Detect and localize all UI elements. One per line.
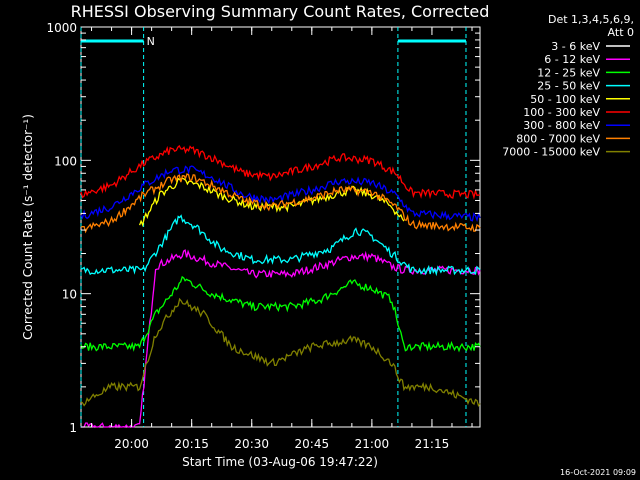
series-line-8 — [80, 173, 481, 234]
series-line-9 — [80, 297, 481, 408]
render-timestamp: 16-Oct-2021 09:09 — [560, 468, 636, 477]
y-tick-label: 100 — [54, 154, 77, 168]
x-tick-label: 20:15 — [174, 437, 209, 451]
series-line-6 — [80, 144, 481, 200]
legend-header-line-1: Det 1,3,4,5,6,9, — [548, 13, 634, 26]
series-line-1 — [141, 295, 389, 368]
axes: 20:00 20:15 20:30 20:45 21:00 21:15 1 10 100 1000 — [46, 21, 480, 451]
legend-label: 100 - 300 keV — [523, 106, 600, 119]
legend-label: 300 - 800 keV — [523, 119, 600, 132]
legend-label: 25 - 50 keV — [537, 80, 600, 93]
legend-label: 50 - 100 keV — [530, 93, 600, 106]
x-tick-label: 20:45 — [295, 437, 330, 451]
legend-header-line-2: Att 0 — [608, 26, 634, 39]
x-tick-label: 20:30 — [234, 437, 269, 451]
x-tick-label: 21:00 — [355, 437, 390, 451]
legend-label: 800 - 7000 keV — [516, 132, 600, 145]
legend-label: 7000 - 15000 keV — [502, 146, 600, 159]
series-line-2 — [81, 249, 481, 429]
series-line-4 — [80, 214, 481, 277]
legend-label: 12 - 25 keV — [537, 66, 600, 79]
y-axis-label: Corrected Count Rate (s⁻¹ detector⁻¹) — [21, 114, 35, 340]
y-tick-label: 1 — [69, 421, 77, 435]
x-tick-label: 20:00 — [114, 437, 149, 451]
y-tick-label: 1000 — [46, 21, 77, 35]
legend-label: 6 - 12 keV — [544, 53, 600, 66]
chart-title: RHESSI Observing Summary Count Rates, Co… — [71, 2, 490, 21]
night-label: N — [147, 35, 155, 48]
legend-label: 3 - 6 keV — [551, 40, 600, 53]
series-lines — [80, 144, 481, 429]
x-axis-label: Start Time (03-Aug-06 19:47:22) — [182, 455, 378, 469]
series-line-3 — [80, 275, 481, 353]
x-tick-label: 21:15 — [415, 437, 450, 451]
y-tick-label: 10 — [62, 288, 77, 302]
series-line-7 — [80, 165, 481, 223]
